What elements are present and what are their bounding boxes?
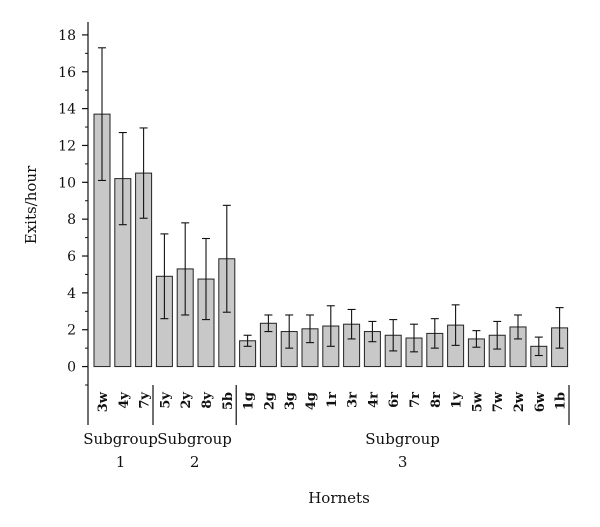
x-category-label: 3w — [96, 391, 111, 412]
x-category-label: 7r — [408, 392, 423, 408]
y-tick-label: 12 — [58, 138, 76, 154]
x-category-label: 5y — [158, 392, 173, 409]
x-category-label: 2w — [512, 391, 527, 412]
error-bars-layer — [98, 47, 564, 357]
y-tick-label: 16 — [58, 65, 76, 81]
y-axis-title: Exits/hour — [22, 165, 40, 244]
x-category-label: 2g — [262, 392, 277, 410]
x-category-label: 6r — [387, 392, 402, 408]
x-category-label: 4r — [366, 392, 381, 408]
y-tick-label: 14 — [58, 102, 76, 118]
x-category-label: 5b — [221, 392, 236, 410]
x-category-label: 1b — [554, 392, 569, 410]
x-category-label: 2y — [179, 392, 194, 409]
bars-layer — [93, 113, 569, 368]
y-tick-layer: 0 2 4 6 8 10 12 14 16 18 — [58, 28, 88, 386]
y-tick-label: 18 — [58, 28, 76, 44]
category-labels-layer: 3w 4y 7y 5y 2y 8y 5b 1g 2g 3g 4g 1r 3r 4r 6r 7r 8r 1y 5w 7w… — [96, 391, 569, 412]
subgroup-number: 2 — [190, 453, 200, 471]
x-category-label: 5w — [470, 391, 485, 412]
subgroup-label: Subgroup — [157, 430, 232, 448]
x-category-label: 7w — [491, 391, 506, 412]
x-category-label: 1y — [450, 392, 465, 409]
subgroup-label: Subgroup — [365, 430, 440, 448]
subgroup-label: Subgroup — [83, 430, 158, 448]
x-category-label: 1r — [325, 392, 340, 408]
y-tick-label: 6 — [67, 249, 76, 265]
x-category-label: 3g — [283, 392, 298, 410]
x-category-label: 1g — [242, 392, 257, 410]
x-axis-title: Hornets — [308, 489, 370, 507]
y-tick-label: 0 — [67, 360, 76, 376]
x-category-label: 4y — [117, 392, 132, 409]
x-category-label: 8r — [429, 392, 444, 408]
y-tick-label: 10 — [58, 175, 76, 191]
y-tick-label: 2 — [67, 323, 76, 339]
x-category-label: 4g — [304, 392, 319, 410]
x-category-label: 6w — [533, 391, 548, 412]
x-category-label: 7y — [138, 392, 153, 409]
subgroup-labels-layer: Subgroup 1 Subgroup 2 Subgroup 3 — [83, 385, 570, 471]
subgroup-number: 1 — [116, 453, 126, 471]
y-tick-label: 8 — [67, 212, 76, 228]
subgroup-number: 3 — [398, 453, 408, 471]
x-category-label: 3r — [346, 392, 361, 408]
x-category-label: 8y — [200, 392, 215, 409]
y-tick-label: 4 — [67, 286, 76, 302]
